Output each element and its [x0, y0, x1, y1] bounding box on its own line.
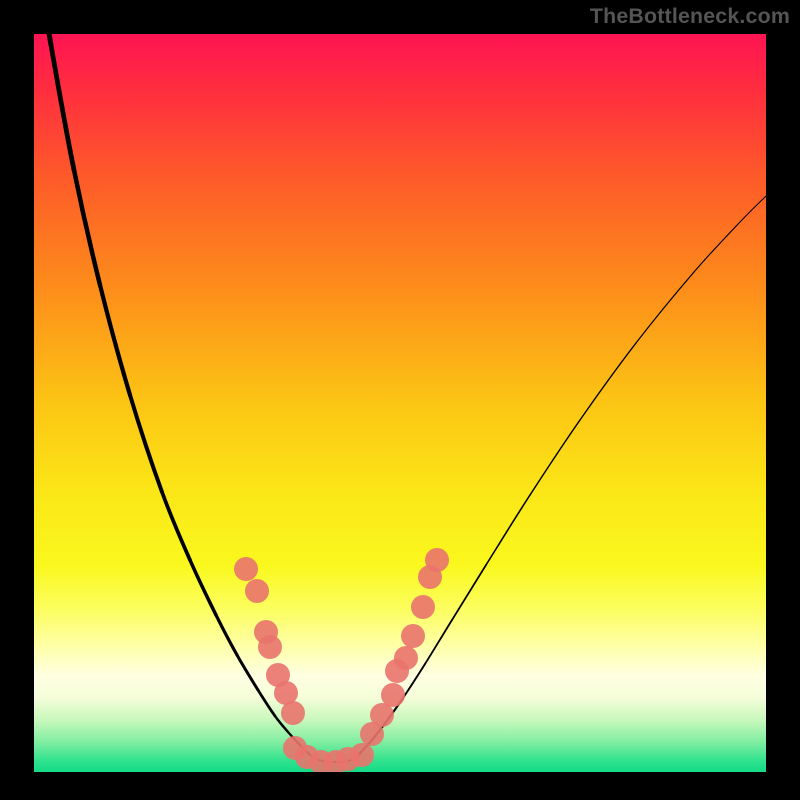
- bottleneck-chart: [0, 0, 800, 800]
- data-dot: [411, 595, 435, 619]
- chart-stage: TheBottleneck.com: [0, 0, 800, 800]
- data-dot: [350, 743, 374, 767]
- data-dot: [245, 579, 269, 603]
- data-dot: [394, 646, 418, 670]
- data-dot: [381, 683, 405, 707]
- data-dot: [425, 548, 449, 572]
- data-dot: [234, 557, 258, 581]
- data-dot: [258, 635, 282, 659]
- data-dot: [401, 624, 425, 648]
- data-dot: [281, 701, 305, 725]
- watermark-text: TheBottleneck.com: [590, 4, 790, 29]
